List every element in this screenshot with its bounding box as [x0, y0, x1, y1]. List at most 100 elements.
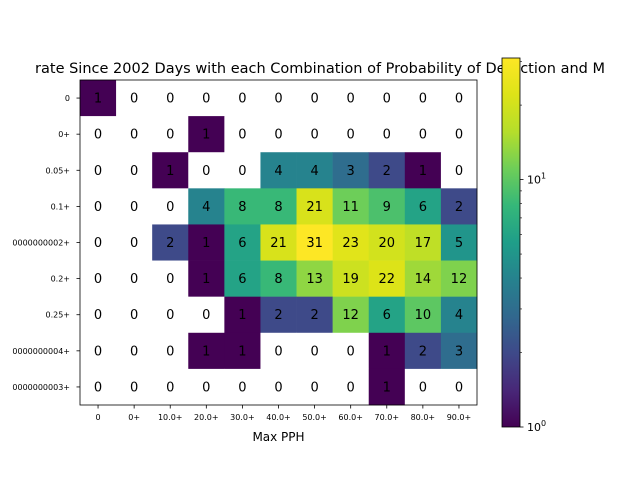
cell-label: 10 [415, 308, 432, 323]
cell-label: 0 [419, 380, 427, 395]
cell-label: 0 [455, 380, 463, 395]
heatmap-cell [296, 368, 333, 406]
cell-label: 0 [383, 92, 391, 107]
cell-label: 0 [130, 92, 138, 107]
heatmap-cell [260, 116, 297, 153]
heatmap-cell [224, 80, 261, 117]
heatmap-cell [80, 224, 117, 261]
heatmap-cell [404, 224, 442, 261]
heatmap-cell [332, 260, 370, 297]
x-tick-label: 30.0+ [230, 413, 255, 422]
cell-label: 0 [455, 92, 463, 107]
cell-label: 19 [342, 272, 359, 287]
cell-label: 0 [94, 344, 102, 359]
heatmap-cell [440, 152, 478, 189]
heatmap-cell [224, 116, 261, 153]
x-tick-label: 90.0+ [447, 413, 472, 422]
heatmap-cell [152, 368, 189, 406]
cell-label: 0 [94, 380, 102, 395]
y-tick-label: 0 [65, 94, 70, 103]
cell-label: 0 [166, 92, 174, 107]
heatmap-cell [152, 116, 189, 153]
heatmap-cell [224, 296, 261, 334]
heatmap-cell [224, 332, 261, 370]
heatmap-cell [80, 116, 117, 153]
cell-label: 0 [310, 92, 318, 107]
cell-label: 20 [378, 236, 395, 251]
cell-label: 2 [455, 200, 463, 215]
cell-label: 1 [202, 128, 210, 143]
heatmap-cell [332, 152, 370, 189]
x-axis-title: Max PPH [252, 430, 304, 444]
cell-label: 0 [310, 344, 318, 359]
cell-label: 0 [274, 128, 282, 143]
heatmap-cell [368, 332, 406, 370]
cell-label: 0 [166, 200, 174, 215]
cell-label: 0 [130, 200, 138, 215]
heatmap-cell [440, 296, 478, 334]
cell-label: 6 [383, 308, 391, 323]
heatmap-cell [116, 188, 153, 225]
y-tick-label: 0.2+ [51, 275, 70, 284]
cell-label: 8 [274, 200, 282, 215]
cell-label: 0 [347, 380, 355, 395]
cell-label: 12 [451, 272, 468, 287]
heatmap-cell [152, 152, 189, 189]
cell-label: 0 [130, 344, 138, 359]
cell-label: 0 [94, 236, 102, 251]
cell-label: 0 [130, 380, 138, 395]
cell-label: 9 [383, 200, 391, 215]
cell-label: 0 [94, 128, 102, 143]
x-tick-label: 50.0+ [302, 413, 327, 422]
x-tick-label: 10.0+ [158, 413, 183, 422]
heatmap-cell [116, 116, 153, 153]
heatmap-cell [332, 116, 370, 153]
cell-label: 0 [130, 236, 138, 251]
cell-label: 0 [455, 164, 463, 179]
x-tick-label: 80.0+ [411, 413, 436, 422]
heatmap-cell [332, 368, 370, 406]
cell-label: 1 [202, 272, 210, 287]
heatmap-cell [368, 260, 406, 297]
x-tick-label: 20.0+ [194, 413, 219, 422]
heatmap-cell [440, 80, 478, 117]
heatmap-cell [332, 296, 370, 334]
chart-title: rate Since 2002 Days with each Combinati… [35, 61, 605, 77]
y-axis: 0 0+ 0.05+ 0.1+ 0000000002+ 0.2+ 0.25+ 00000000… [12, 94, 80, 392]
heatmap-cell [116, 80, 153, 117]
heatmap-cell [116, 152, 153, 189]
cell-label: 0 [238, 380, 246, 395]
heatmap-cell [404, 332, 442, 370]
heatmap-cell [188, 368, 225, 406]
heatmap-cell [332, 332, 370, 370]
heatmap-cell [188, 152, 225, 189]
heatmap-cell [116, 260, 153, 297]
heatmap-cell [368, 188, 406, 225]
heatmap-cell [80, 296, 117, 334]
cell-label: 0 [419, 92, 427, 107]
y-tick-label: 0000000003+ [12, 383, 70, 392]
heatmap-cell [296, 296, 333, 334]
heatmap-cell [80, 188, 117, 225]
cell-label: 0 [130, 128, 138, 143]
x-axis: 0 0+ 10.0+ 20.0+ 30.0+ 40.0+ 50.0+ 60.0+ 70.0+ 80… [95, 405, 471, 422]
cell-label: 1 [166, 164, 174, 179]
heatmap-cell [368, 296, 406, 334]
heatmap-cell [152, 332, 189, 370]
x-tick-label: 60.0+ [338, 413, 363, 422]
heatmap-cell [404, 188, 442, 225]
cell-label: 0 [310, 128, 318, 143]
cell-label: 17 [415, 236, 432, 251]
cell-label: 2 [166, 236, 174, 251]
colorbar-frame [501, 57, 521, 428]
heatmap-cell [260, 188, 297, 225]
cell-label: 2 [383, 164, 391, 179]
cell-label: 4 [455, 308, 463, 323]
cell-label: 0 [166, 344, 174, 359]
y-tick-label: 0.05+ [45, 166, 70, 175]
cell-label: 0 [202, 308, 210, 323]
heatmap-cell [224, 152, 261, 189]
cell-label: 0 [202, 164, 210, 179]
heatmap-cell [368, 224, 406, 261]
